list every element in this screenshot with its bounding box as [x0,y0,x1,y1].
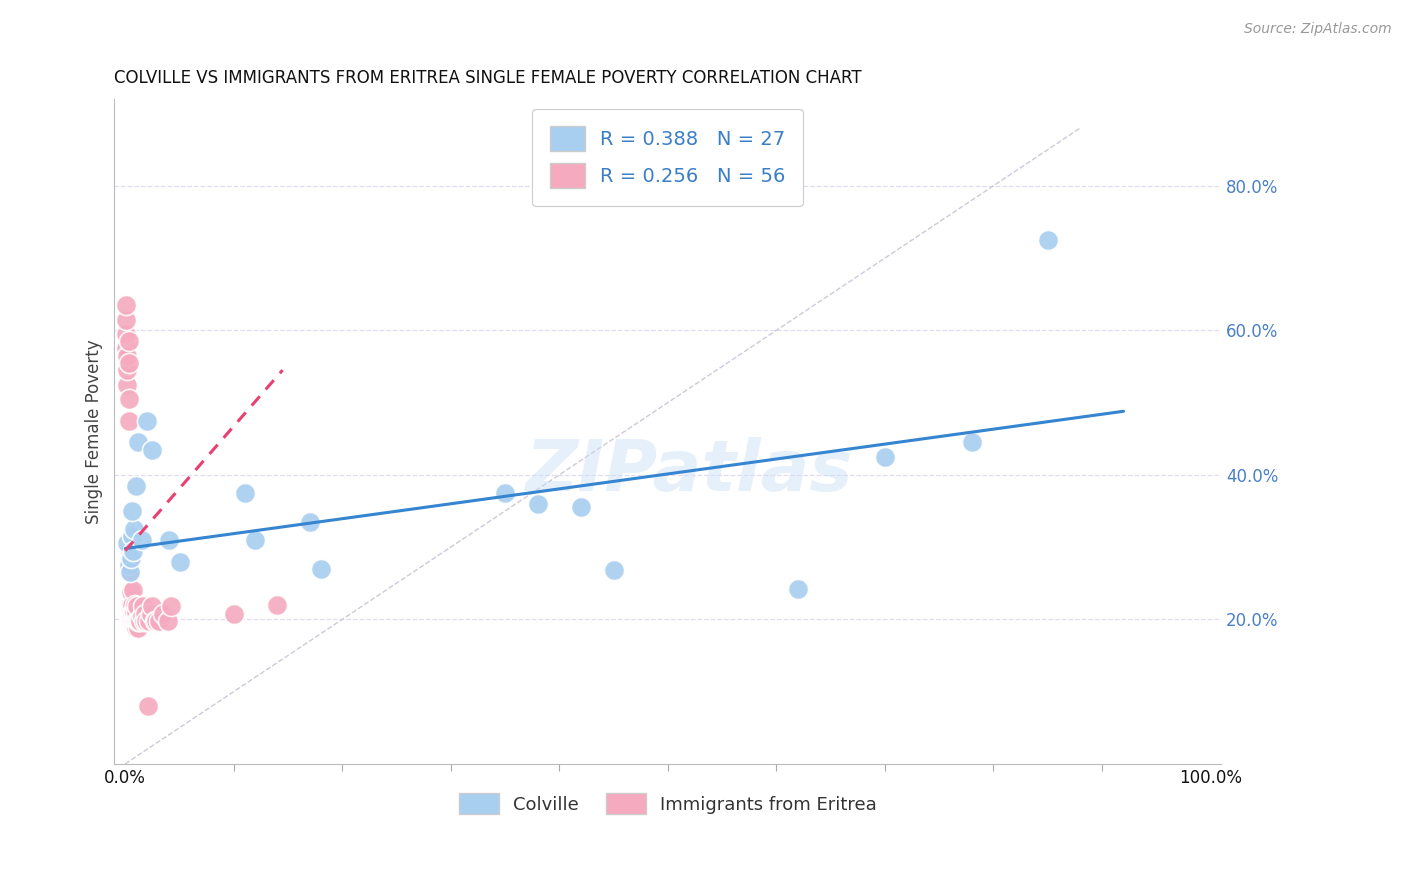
Point [125,614,148,628]
Point [169,555,191,569]
Point [122,522,145,536]
Point [122,605,145,619]
Point [136,414,159,428]
Point [118,566,141,580]
Point [141,442,163,457]
Point [120,604,142,618]
Point [1036,233,1059,247]
Point [118,556,141,570]
Point [156,614,179,628]
Text: COLVILLE VS IMMIGRANTS FROM ERITREA SINGLE FEMALE POVERTY CORRELATION CHART: COLVILLE VS IMMIGRANTS FROM ERITREA SING… [114,69,862,87]
Text: Source: ZipAtlas.com: Source: ZipAtlas.com [1244,22,1392,37]
Point [121,614,143,628]
Point [125,478,148,492]
Point [131,533,153,547]
Point [125,605,148,619]
Point [117,536,139,550]
Point [127,435,149,450]
Point [148,614,170,628]
Point [118,566,141,580]
Point [157,533,180,547]
Point [873,450,896,464]
Point [143,614,166,628]
Point [222,607,245,621]
Point [120,585,142,599]
Point [117,363,139,377]
Point [125,621,148,635]
Point [117,558,139,573]
Point [298,515,321,529]
Point [309,562,332,576]
Point [127,621,149,635]
Point [141,607,163,621]
Legend: Colville, Immigrants from Eritrea: Colville, Immigrants from Eritrea [451,786,884,822]
Point [117,377,139,392]
Point [128,614,150,628]
Point [120,597,142,611]
Point [117,334,139,349]
Point [960,435,983,450]
Point [122,614,145,628]
Point [121,543,143,558]
Point [120,553,142,567]
Point [152,607,174,621]
Point [134,607,156,621]
Point [145,614,167,628]
Point [135,614,157,628]
Point [526,497,548,511]
Point [160,599,183,614]
Point [118,543,141,558]
Point [245,533,267,547]
Point [602,563,624,577]
Point [129,614,152,628]
Y-axis label: Single Female Poverty: Single Female Poverty [86,339,103,524]
Point [121,605,143,619]
Point [124,598,146,612]
Point [115,342,138,356]
Point [233,486,256,500]
Point [121,529,143,543]
Point [138,614,160,628]
Point [131,599,153,614]
Point [115,312,138,326]
Point [121,504,143,518]
Point [117,356,139,370]
Point [121,614,143,628]
Point [136,699,159,714]
Point [120,550,142,565]
Point [141,599,163,614]
Point [131,608,153,623]
Point [127,614,149,628]
Point [494,486,516,500]
Point [787,582,810,596]
Point [117,392,139,406]
Point [127,599,149,614]
Point [117,349,139,363]
Point [132,614,155,628]
Point [117,414,139,428]
Point [569,500,592,515]
Point [121,607,143,621]
Point [121,598,143,612]
Point [115,298,138,312]
Point [120,612,142,626]
Point [120,566,142,580]
Text: ZIPatlas: ZIPatlas [526,437,853,506]
Point [127,614,149,628]
Point [266,598,288,612]
Point [115,326,138,341]
Point [124,614,146,628]
Point [121,583,143,598]
